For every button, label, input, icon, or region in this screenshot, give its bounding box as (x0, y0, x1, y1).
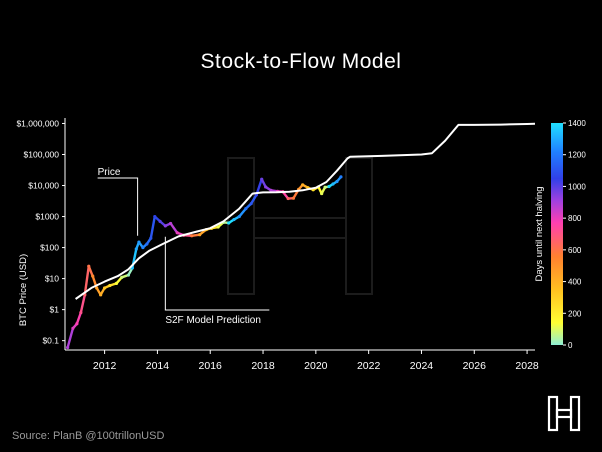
price-point (227, 221, 231, 225)
colorbar-tick-label: 0 (568, 341, 573, 350)
price-segment (66, 327, 75, 349)
price-point (134, 247, 138, 251)
price-point (327, 184, 331, 189)
price-point (87, 264, 91, 268)
x-ticks: 2012 2014 2016 2018 2020 2022 2024 2026 2028 (93, 350, 539, 372)
y-tick-label: $0.1 (42, 336, 59, 346)
price-segment (87, 265, 94, 278)
y-tick-label: $1,000,000 (16, 118, 59, 128)
price-point (169, 221, 173, 226)
price-point (237, 214, 241, 219)
s2f-model-line (75, 122, 536, 300)
price-point (79, 311, 83, 315)
price-point (175, 231, 179, 235)
watermark-logo-icon (227, 157, 373, 295)
y-tick-label: $100,000 (24, 149, 60, 159)
x-tick-label: 2028 (515, 360, 539, 372)
chart-title: Stock-to-Flow Model (200, 50, 402, 73)
price-point (71, 326, 75, 330)
y-tick-label: $10,000 (28, 181, 59, 191)
price-point (286, 196, 290, 201)
price-point (91, 274, 95, 278)
y-tick-label: $10 (45, 274, 59, 284)
price-point (99, 293, 103, 297)
x-tick-label: 2020 (304, 360, 328, 372)
price-point (269, 188, 273, 192)
price-point (158, 219, 162, 223)
price-point (291, 196, 295, 200)
colorbar-tick-label: 600 (568, 246, 582, 255)
price-point (108, 283, 112, 288)
x-tick-label: 2014 (146, 360, 170, 372)
price-point (137, 240, 141, 244)
x-tick-label: 2024 (410, 360, 434, 372)
price-segment (79, 293, 87, 314)
annotation-s2f-label: S2F Model Prediction (165, 315, 261, 326)
colorbar-tick-label: 1000 (568, 182, 586, 191)
price-point (95, 286, 99, 290)
price-point (260, 177, 264, 181)
price-point (335, 179, 339, 184)
price-point (232, 217, 236, 222)
price-point (145, 242, 149, 246)
annotation-s2f: S2F Model Prediction (164, 236, 270, 326)
price-point (153, 214, 157, 219)
y-axis-title: BTC Price (USD) (18, 254, 29, 326)
price-segment (238, 207, 248, 218)
price-point (149, 236, 153, 240)
annotation-price-label: Price (98, 167, 121, 178)
price-point (331, 182, 335, 186)
price-point (320, 191, 324, 196)
price-point (301, 183, 305, 187)
price-point (120, 275, 124, 279)
y-ticks: $0.1 $1 $10 $100 $1000 $10,000 $100,000 $1,000,… (16, 118, 65, 346)
colorbar-ticks: 0 200 400 600 800 1000 1200 1400 (563, 119, 586, 350)
price-point (141, 245, 145, 250)
price-point (126, 273, 130, 277)
price-segment (83, 265, 90, 297)
annotation-s2f-leader (164, 236, 270, 311)
price-segment (149, 215, 156, 240)
y-tick-label: $1 (50, 305, 60, 315)
brand-logo-icon (547, 395, 581, 432)
price-point (244, 207, 248, 211)
price-point (249, 202, 253, 206)
price-segment (169, 222, 179, 234)
price-point (323, 185, 327, 189)
colorbar-tick-label: 1400 (568, 119, 586, 128)
colorbar-tick-label: 400 (568, 278, 582, 287)
annotation-price-leader (97, 177, 139, 236)
price-point (163, 224, 167, 228)
price-point (190, 234, 194, 238)
price-point (198, 233, 202, 237)
colorbar-tick-label: 1200 (568, 151, 586, 160)
price-point (216, 225, 220, 229)
price-segment (75, 311, 83, 325)
y-tick-label: $100 (40, 243, 59, 253)
x-tick-label: 2022 (357, 360, 381, 372)
y-tick-label: $1000 (35, 212, 59, 222)
price-segment (249, 193, 258, 205)
price-point (75, 322, 79, 326)
colorbar-title: Days until next halving (534, 186, 545, 281)
price-point (114, 281, 119, 286)
x-tick-label: 2026 (463, 360, 487, 372)
price-point (264, 185, 268, 189)
colorbar-tick-label: 800 (568, 214, 582, 223)
annotation-price: Price (97, 167, 139, 236)
x-tick-label: 2012 (93, 360, 117, 372)
x-tick-label: 2016 (199, 360, 223, 372)
price-point (103, 286, 107, 290)
colorbar-tick-label: 200 (568, 309, 582, 318)
x-tick-label: 2018 (251, 360, 275, 372)
source-note: Source: PlanB @100trillonUSD (12, 430, 165, 442)
price-point (66, 345, 70, 350)
price-point (339, 175, 343, 179)
colorbar (551, 123, 563, 345)
